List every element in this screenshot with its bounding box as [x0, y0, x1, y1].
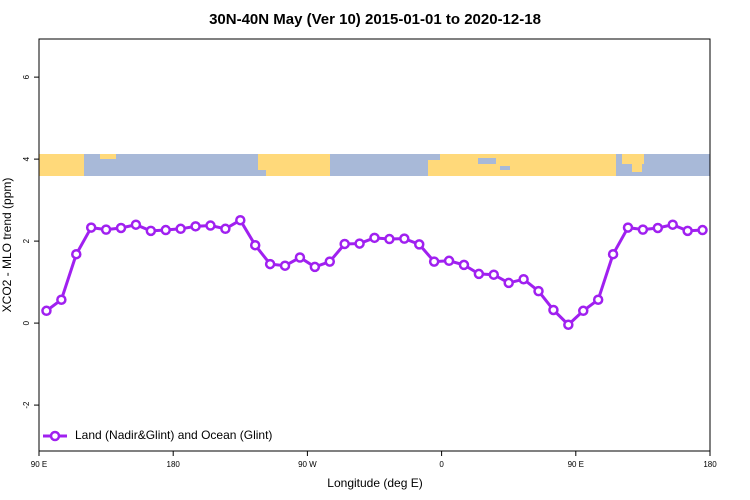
point: [235, 214, 246, 226]
x-tick-label: 90 E: [568, 460, 584, 469]
point: [309, 261, 321, 273]
point: [279, 260, 291, 271]
point: [652, 222, 664, 234]
x-tick-label: 180: [703, 460, 717, 469]
point: [41, 305, 52, 317]
point: [324, 256, 336, 267]
point: [607, 248, 619, 260]
point: [578, 305, 589, 317]
x-tick-label: 90 W: [298, 460, 317, 469]
point: [488, 269, 500, 280]
y-axis-label: XCO2 - MLO trend (ppm): [0, 178, 14, 313]
point: [100, 224, 112, 235]
point: [264, 258, 276, 270]
point: [71, 248, 82, 260]
point: [622, 222, 634, 233]
point: [473, 268, 485, 280]
point: [458, 259, 470, 271]
legend-swatch-marker: [49, 430, 61, 442]
legend-label: Land (Nadir&Glint) and Ocean (Glint): [75, 428, 272, 442]
point: [413, 239, 425, 250]
point: [56, 294, 67, 305]
y-tick-label: 0: [22, 320, 31, 325]
point: [145, 225, 157, 237]
point: [354, 238, 365, 249]
point: [667, 219, 678, 230]
point: [220, 223, 231, 235]
point: [249, 239, 261, 251]
y-tick-label: 6: [22, 74, 31, 79]
point: [399, 233, 410, 244]
point: [294, 252, 306, 263]
point: [533, 285, 544, 297]
plot-frame: [38, 38, 711, 452]
point: [548, 304, 559, 316]
chart-title: 30N-40N May (Ver 10) 2015-01-01 to 2020-…: [209, 11, 541, 28]
point: [563, 319, 574, 330]
point: [503, 277, 514, 289]
y-tick-label: 4: [22, 156, 31, 161]
point: [682, 225, 693, 237]
point: [384, 233, 395, 245]
y-tick-label: -2: [22, 401, 31, 409]
point: [518, 273, 529, 285]
point: [443, 255, 455, 267]
point: [190, 221, 201, 232]
x-tick-label: 180: [167, 460, 181, 469]
x-tick-label: 90 E: [31, 460, 47, 469]
point: [160, 224, 171, 236]
point: [637, 224, 649, 235]
point: [130, 219, 142, 230]
point: [175, 223, 186, 235]
x-tick-label: 0: [439, 460, 444, 469]
point: [85, 222, 97, 233]
point: [115, 222, 127, 234]
map-strip: [39, 154, 710, 176]
point: [428, 256, 440, 267]
point: [339, 238, 350, 250]
point: [369, 232, 380, 244]
x-axis-label: Longitude (deg E): [327, 476, 422, 490]
point: [205, 220, 216, 231]
y-tick-label: 2: [22, 238, 31, 243]
point: [592, 294, 604, 305]
point: [697, 224, 708, 236]
